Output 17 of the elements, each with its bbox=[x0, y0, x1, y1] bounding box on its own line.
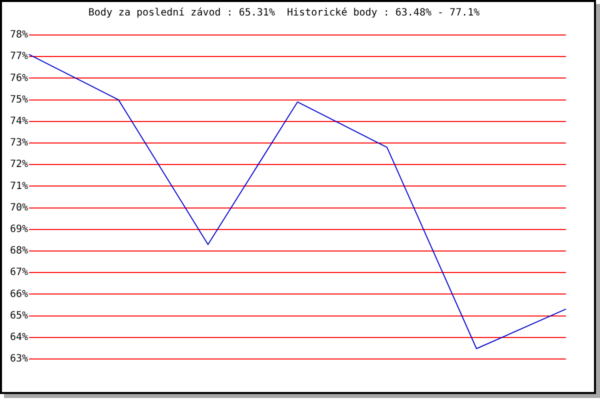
y-tick-label: 66% bbox=[10, 288, 28, 300]
y-tick-label: 70% bbox=[10, 202, 28, 214]
chart-title: Body za poslední závod : 65.31% Historické body : 63.48% - 77.1% bbox=[88, 8, 480, 19]
y-tick-label: 67% bbox=[10, 267, 28, 278]
y-tick-label: 69% bbox=[10, 224, 28, 235]
y-tick-label: 74% bbox=[10, 116, 28, 127]
y-tick-label: 78% bbox=[10, 30, 28, 41]
y-tick-label: 71% bbox=[10, 180, 28, 192]
y-tick-label: 76% bbox=[10, 72, 28, 84]
y-tick-label: 73% bbox=[10, 138, 28, 149]
y-tick-label: 77% bbox=[10, 51, 28, 62]
y-tick-label: 63% bbox=[10, 354, 28, 365]
y-tick-label: 65% bbox=[10, 310, 28, 322]
y-tick-label: 72% bbox=[10, 159, 28, 170]
y-tick-label: 75% bbox=[10, 94, 28, 106]
y-tick-label: 64% bbox=[10, 332, 28, 343]
y-tick-label: 68% bbox=[10, 246, 28, 257]
